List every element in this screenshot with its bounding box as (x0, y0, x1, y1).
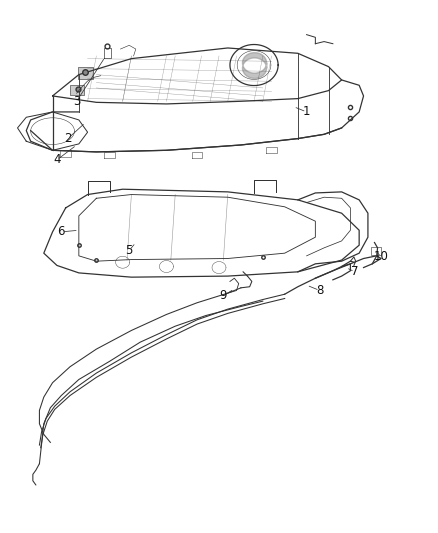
Text: 9: 9 (219, 289, 227, 302)
Text: 1: 1 (303, 106, 311, 118)
Text: 5: 5 (126, 244, 133, 257)
Bar (78, 67, 93, 79)
Text: 4: 4 (53, 154, 61, 166)
Text: 10: 10 (374, 251, 389, 263)
Bar (70, 85, 84, 95)
Text: 6: 6 (57, 225, 65, 238)
Text: 7: 7 (351, 265, 359, 278)
Bar (371, 247, 381, 255)
Text: 8: 8 (316, 284, 323, 297)
Text: 2: 2 (64, 132, 72, 145)
Text: 3: 3 (73, 95, 80, 108)
